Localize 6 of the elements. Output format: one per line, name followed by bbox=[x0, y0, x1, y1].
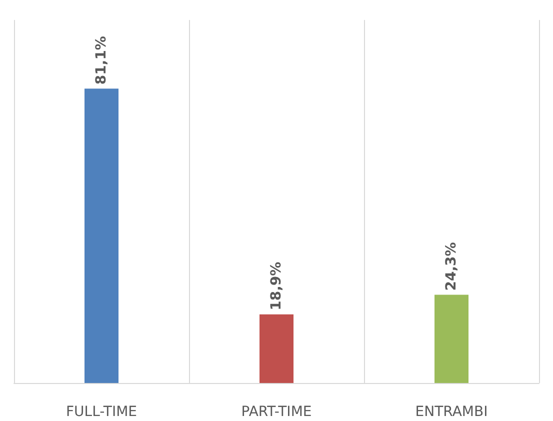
data-label: 24,3% bbox=[444, 242, 460, 291]
x-tick-label: ENTRAMBI bbox=[415, 404, 488, 420]
x-tick-label: PART-TIME bbox=[241, 404, 312, 420]
data-label: 18,9% bbox=[268, 262, 284, 310]
data-label: 81,1% bbox=[94, 36, 110, 85]
x-tick-label: FULL-TIME bbox=[66, 404, 138, 420]
